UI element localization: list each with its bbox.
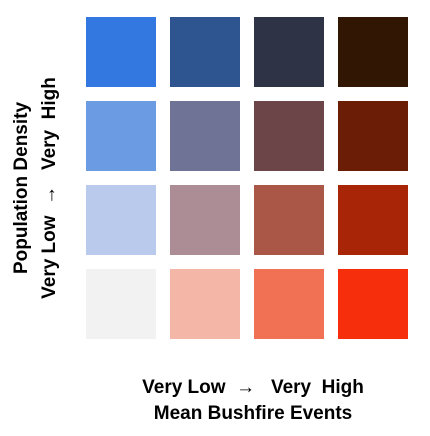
legend-cell-r3-c1 xyxy=(86,101,156,171)
legend-cell-r3-c2 xyxy=(170,101,240,171)
legend-cell-r1-c2 xyxy=(170,269,240,339)
x-axis-title: Mean Bushfire Events xyxy=(154,403,353,424)
legend-cell-r1-c3 xyxy=(254,269,324,339)
legend-cell-r1-c1 xyxy=(86,269,156,339)
legend-cells xyxy=(86,17,408,339)
legend-cell-r1-c4 xyxy=(338,269,408,339)
legend-cell-r4-c2 xyxy=(170,17,240,87)
legend-cell-r3-c3 xyxy=(254,101,324,171)
legend-cell-r2-c3 xyxy=(254,185,324,255)
legend-cell-r2-c4 xyxy=(338,185,408,255)
y-axis-range-label: Very Low → Very High xyxy=(39,77,60,299)
legend-cell-r2-c2 xyxy=(170,185,240,255)
legend-cell-r4-c4 xyxy=(338,17,408,87)
x-axis-range-label: Very Low → Very High xyxy=(142,377,364,398)
legend-cell-r3-c4 xyxy=(338,101,408,171)
legend-cell-r4-c3 xyxy=(254,17,324,87)
legend-cell-r2-c1 xyxy=(86,185,156,255)
y-axis-title: Population Density xyxy=(11,102,32,275)
legend-cell-r4-c1 xyxy=(86,17,156,87)
